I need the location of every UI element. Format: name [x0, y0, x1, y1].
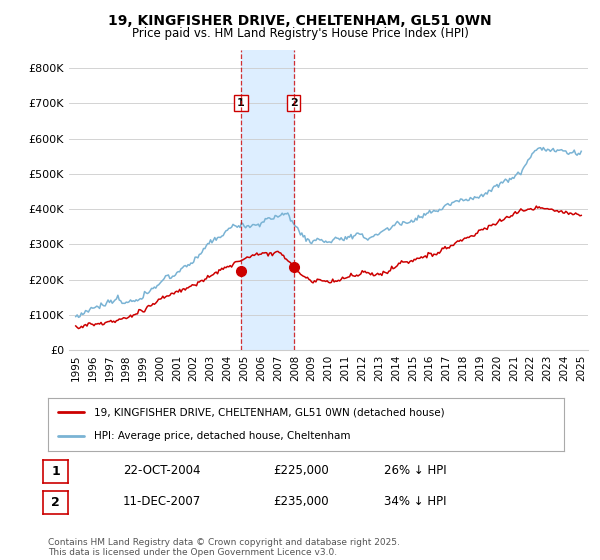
Text: 22-OCT-2004: 22-OCT-2004 — [123, 464, 200, 477]
Text: 2: 2 — [52, 496, 60, 509]
Text: 1: 1 — [52, 465, 60, 478]
Text: 26% ↓ HPI: 26% ↓ HPI — [384, 464, 446, 477]
Text: 2: 2 — [290, 98, 298, 108]
Text: 19, KINGFISHER DRIVE, CHELTENHAM, GL51 0WN (detached house): 19, KINGFISHER DRIVE, CHELTENHAM, GL51 0… — [94, 408, 445, 418]
Text: Contains HM Land Registry data © Crown copyright and database right 2025.
This d: Contains HM Land Registry data © Crown c… — [48, 538, 400, 557]
Text: £225,000: £225,000 — [273, 464, 329, 477]
Text: Price paid vs. HM Land Registry's House Price Index (HPI): Price paid vs. HM Land Registry's House … — [131, 27, 469, 40]
Text: 34% ↓ HPI: 34% ↓ HPI — [384, 494, 446, 508]
Bar — [241, 50, 294, 350]
Text: HPI: Average price, detached house, Cheltenham: HPI: Average price, detached house, Chel… — [94, 431, 351, 441]
Text: 11-DEC-2007: 11-DEC-2007 — [123, 494, 201, 508]
Text: £235,000: £235,000 — [273, 494, 329, 508]
Text: 19, KINGFISHER DRIVE, CHELTENHAM, GL51 0WN: 19, KINGFISHER DRIVE, CHELTENHAM, GL51 0… — [108, 14, 492, 28]
Text: 1: 1 — [237, 98, 245, 108]
